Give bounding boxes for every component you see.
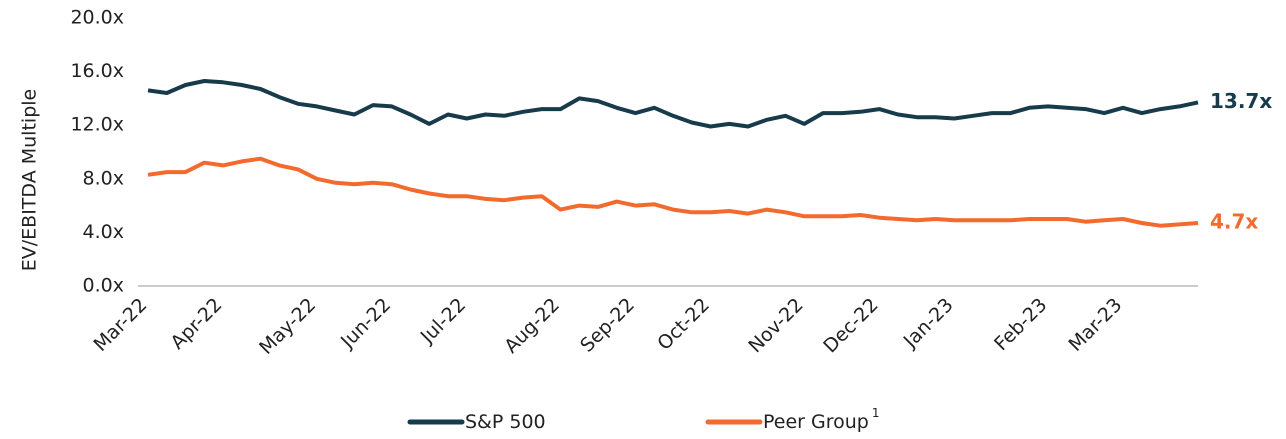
x-tick-label: May-22 (255, 294, 320, 359)
y-tick-label: 20.0x (70, 7, 124, 29)
end-label: 13.7x (1210, 89, 1272, 113)
series-line (147, 79, 1199, 129)
legend-label: Peer Group 1 (763, 406, 880, 433)
y-axis-label: EV/EBITDA Multiple (19, 89, 41, 271)
y-tick-label: 0.0x (83, 275, 124, 297)
x-tick-label: Aug-22 (500, 294, 564, 358)
x-tick-label: Jan-23 (899, 294, 958, 353)
legend-name: S&P 500 (465, 411, 546, 433)
series-line (147, 156, 1199, 228)
x-tick-label: Jun-22 (336, 294, 395, 353)
x-tick-label: Apr-22 (167, 294, 227, 354)
y-tick-label: 16.0x (70, 60, 124, 82)
y-tick-label: 12.0x (70, 114, 124, 136)
x-tick-label: Dec-22 (819, 294, 883, 358)
end-label: 4.7x (1210, 210, 1258, 234)
y-tick-label: 8.0x (83, 167, 124, 189)
x-tick-label: Mar-22 (89, 294, 151, 356)
y-tick-label: 4.0x (83, 221, 124, 243)
legend-label: S&P 500 (465, 411, 546, 433)
x-tick-label: Oct-22 (653, 294, 714, 355)
x-tick-label: Nov-22 (744, 294, 807, 357)
legend-footnote: 1 (872, 406, 880, 420)
x-tick-label: Jul-22 (416, 294, 470, 348)
x-tick-label: Feb-23 (990, 294, 1051, 355)
x-tick-label: Sep-22 (576, 294, 639, 357)
x-tick-label: Mar-23 (1064, 294, 1126, 356)
legend-name: Peer Group (763, 411, 869, 433)
